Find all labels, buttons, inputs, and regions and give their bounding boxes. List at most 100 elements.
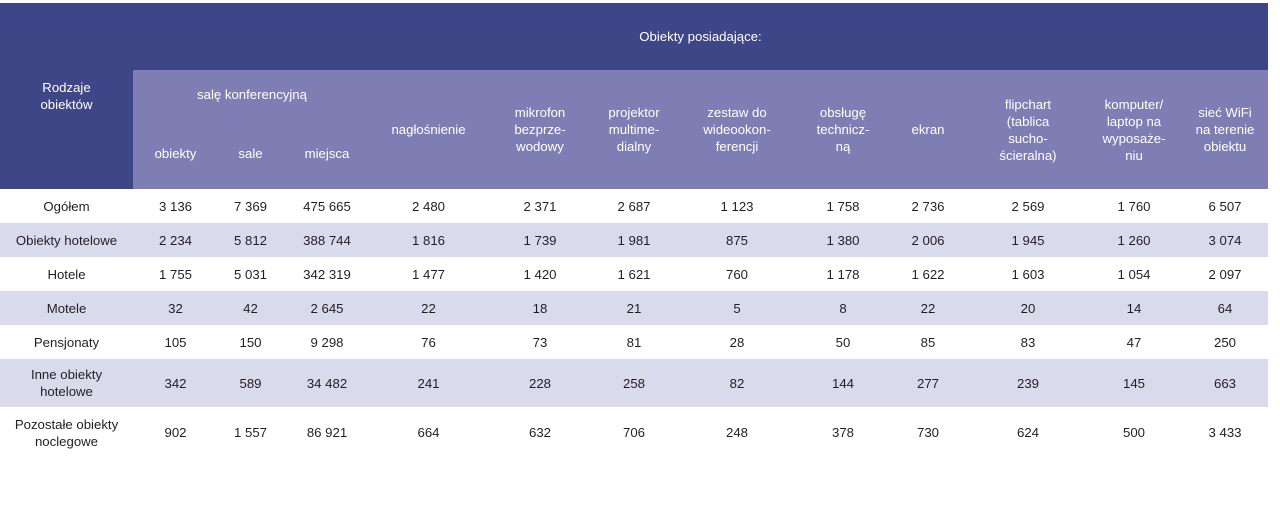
table-cell: 2 097 (1182, 257, 1268, 291)
table-cell: 21 (594, 291, 674, 325)
row-type-header: Rodzaje obiektów (0, 3, 133, 189)
table-cell: 1 981 (594, 223, 674, 257)
table-cell: 1 260 (1086, 223, 1182, 257)
table-cell: 1 178 (800, 257, 886, 291)
row-label: Pensjonaty (0, 325, 133, 359)
table-header: Rodzaje obiektów Obiekty posiadające: sa… (0, 3, 1268, 189)
table-cell: 81 (594, 325, 674, 359)
conference-sub-header: miejsca (283, 118, 371, 189)
table-cell: 706 (594, 407, 674, 458)
column-header: sieć WiFi na terenie obiektu (1182, 70, 1268, 189)
conference-room-header: salę konferencyjną (133, 70, 371, 118)
table-cell: 475 665 (283, 189, 371, 223)
table-cell: 2 645 (283, 291, 371, 325)
table-cell: 902 (133, 407, 218, 458)
table-cell: 86 921 (283, 407, 371, 458)
table-cell: 248 (674, 407, 800, 458)
table-cell: 85 (886, 325, 970, 359)
table-cell: 342 (133, 359, 218, 407)
table-cell: 5 812 (218, 223, 283, 257)
table-row: Inne obiekty hotelowe 342 589 34 482 241 228 2… (0, 359, 1268, 407)
table-row: Ogółem 3 136 7 369 475 665 2 480 2 371 2 687 1 … (0, 189, 1268, 223)
conference-sub-header: obiekty (133, 118, 218, 189)
table-cell: 2 371 (486, 189, 594, 223)
table-cell: 73 (486, 325, 594, 359)
row-label: Inne obiekty hotelowe (0, 359, 133, 407)
table-cell: 239 (970, 359, 1086, 407)
table-cell: 14 (1086, 291, 1182, 325)
table-cell: 2 234 (133, 223, 218, 257)
column-header: ekran (886, 70, 970, 189)
table-cell: 2 569 (970, 189, 1086, 223)
table-cell: 42 (218, 291, 283, 325)
table-cell: 8 (800, 291, 886, 325)
table-cell: 258 (594, 359, 674, 407)
table-cell: 1 755 (133, 257, 218, 291)
row-label: Hotele (0, 257, 133, 291)
table-cell: 1 123 (674, 189, 800, 223)
table-cell: 378 (800, 407, 886, 458)
conference-sub-header: sale (218, 118, 283, 189)
table-cell: 1 477 (371, 257, 486, 291)
column-header: komputer/ laptop na wyposaże- niu (1086, 70, 1182, 189)
table-cell: 82 (674, 359, 800, 407)
table-cell: 28 (674, 325, 800, 359)
column-header: nagłośnienie (371, 70, 486, 189)
table-cell: 105 (133, 325, 218, 359)
table-cell: 32 (133, 291, 218, 325)
table-cell: 664 (371, 407, 486, 458)
table-cell: 1 420 (486, 257, 594, 291)
column-header: mikrofon bezprze- wodowy (486, 70, 594, 189)
table-cell: 2 006 (886, 223, 970, 257)
group-header: Obiekty posiadające: (133, 3, 1268, 70)
table-cell: 144 (800, 359, 886, 407)
table-cell: 342 319 (283, 257, 371, 291)
table-cell: 3 074 (1182, 223, 1268, 257)
table-cell: 2 736 (886, 189, 970, 223)
table-cell: 83 (970, 325, 1086, 359)
table-row: Hotele 1 755 5 031 342 319 1 477 1 420 1 621 76… (0, 257, 1268, 291)
row-label: Ogółem (0, 189, 133, 223)
table-cell: 1 603 (970, 257, 1086, 291)
column-header: flipchart (tablica sucho- ścieralna) (970, 70, 1086, 189)
table-cell: 663 (1182, 359, 1268, 407)
table-row: Pozostałe obiekty noclegowe 902 1 557 86 92… (0, 407, 1268, 458)
table-cell: 875 (674, 223, 800, 257)
table-cell: 1 622 (886, 257, 970, 291)
table-row: Obiekty hotelowe 2 234 5 812 388 744 1 816 1 … (0, 223, 1268, 257)
table-row: Motele 32 42 2 645 22 18 21 5 8 22 20 14 64 (0, 291, 1268, 325)
table-cell: 3 433 (1182, 407, 1268, 458)
table-cell: 589 (218, 359, 283, 407)
table-body: Ogółem 3 136 7 369 475 665 2 480 2 371 2 687 1 … (0, 189, 1268, 458)
table-cell: 22 (371, 291, 486, 325)
table-cell: 1 760 (1086, 189, 1182, 223)
table-cell: 145 (1086, 359, 1182, 407)
table-cell: 18 (486, 291, 594, 325)
table-cell: 1 739 (486, 223, 594, 257)
column-header: obsługę technicz- ną (800, 70, 886, 189)
table-cell: 1 054 (1086, 257, 1182, 291)
table-cell: 241 (371, 359, 486, 407)
table-cell: 624 (970, 407, 1086, 458)
table-cell: 1 380 (800, 223, 886, 257)
table-row: Pensjonaty 105 150 9 298 76 73 81 28 50 85 83 47 250 (0, 325, 1268, 359)
table-cell: 47 (1086, 325, 1182, 359)
table-cell: 3 136 (133, 189, 218, 223)
table-cell: 632 (486, 407, 594, 458)
table-cell: 2 480 (371, 189, 486, 223)
column-header: zestaw do wideookon- ferencji (674, 70, 800, 189)
table-cell: 64 (1182, 291, 1268, 325)
table-cell: 1 557 (218, 407, 283, 458)
table-cell: 730 (886, 407, 970, 458)
table-cell: 760 (674, 257, 800, 291)
table-cell: 1 758 (800, 189, 886, 223)
table-cell: 5 031 (218, 257, 283, 291)
table-cell: 1 816 (371, 223, 486, 257)
table-cell: 6 507 (1182, 189, 1268, 223)
column-header: projektor multime- dialny (594, 70, 674, 189)
table-cell: 150 (218, 325, 283, 359)
table-cell: 50 (800, 325, 886, 359)
table-cell: 34 482 (283, 359, 371, 407)
table-cell: 2 687 (594, 189, 674, 223)
row-label: Motele (0, 291, 133, 325)
